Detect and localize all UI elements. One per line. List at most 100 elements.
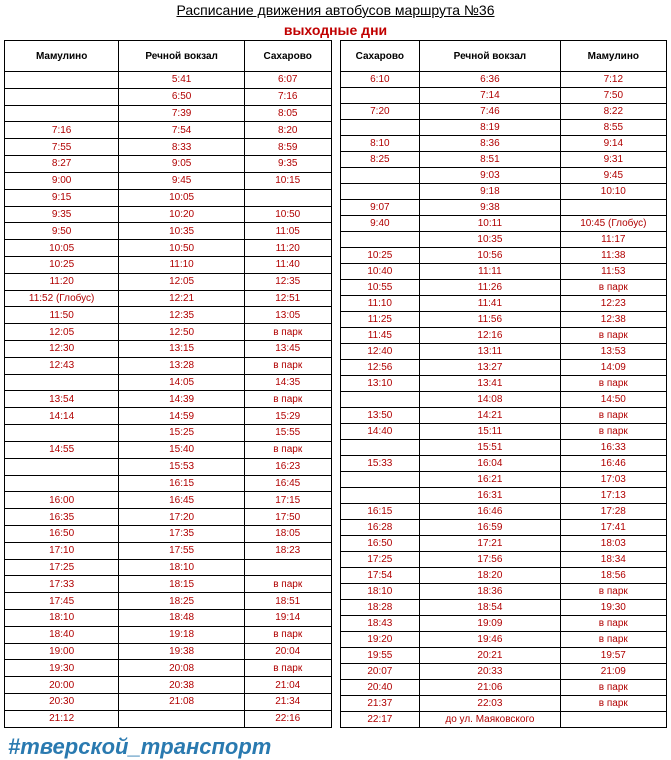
time-cell: 9:00 (5, 172, 119, 189)
time-cell: 17:56 (420, 552, 560, 568)
time-cell: 14:39 (119, 391, 245, 408)
time-cell: 10:05 (119, 189, 245, 206)
time-cell: 20:21 (420, 648, 560, 664)
time-cell: 9:07 (340, 200, 420, 216)
time-cell: до ул. Маяковского (420, 712, 560, 728)
time-cell: 10:25 (5, 256, 119, 273)
time-cell: 10:45 (Глобус) (560, 216, 666, 232)
time-cell: 18:05 (244, 525, 331, 542)
table-row: 12:4013:1113:53 (340, 344, 667, 360)
table-row: 9:1510:05 (5, 189, 332, 206)
time-cell: 19:38 (119, 643, 245, 660)
time-cell: 8:51 (420, 152, 560, 168)
time-cell (5, 425, 119, 442)
time-cell: 17:25 (340, 552, 420, 568)
time-cell: 11:05 (244, 223, 331, 240)
time-cell: 13:05 (244, 307, 331, 324)
table-row: 19:3020:08в парк (5, 660, 332, 677)
time-cell: в парк (244, 626, 331, 643)
table-row: 11:2012:0512:35 (5, 273, 332, 290)
time-cell: в парк (244, 391, 331, 408)
time-cell: 11:38 (560, 248, 666, 264)
table-row: 13:5414:39в парк (5, 391, 332, 408)
time-cell: 7:16 (5, 122, 119, 139)
time-cell: 19:18 (119, 626, 245, 643)
time-cell: 16:45 (244, 475, 331, 492)
table-row: 5:416:07 (5, 72, 332, 89)
time-cell: 11:10 (340, 296, 420, 312)
column-header: Сахарово (340, 41, 420, 72)
time-cell: 8:55 (560, 120, 666, 136)
time-cell: 14:08 (420, 392, 560, 408)
table-row: 14:4015:11в парк (340, 424, 667, 440)
time-cell: 16:15 (119, 475, 245, 492)
table-row: 10:5511:26в парк (340, 280, 667, 296)
time-cell: 11:17 (560, 232, 666, 248)
table-row: 14:0514:35 (5, 374, 332, 391)
time-cell: 9:35 (5, 206, 119, 223)
time-cell: 12:05 (119, 273, 245, 290)
time-cell: 21:04 (244, 677, 331, 694)
time-cell: 9:40 (340, 216, 420, 232)
time-cell (119, 710, 245, 727)
time-cell (340, 168, 420, 184)
time-cell: 15:51 (420, 440, 560, 456)
time-cell (5, 475, 119, 492)
time-cell: 14:55 (5, 441, 119, 458)
time-cell: 19:46 (420, 632, 560, 648)
time-cell (340, 88, 420, 104)
table-row: 17:4518:2518:51 (5, 593, 332, 610)
time-cell: 13:41 (420, 376, 560, 392)
time-cell: 6:07 (244, 72, 331, 89)
table-row: 21:1222:16 (5, 710, 332, 727)
time-cell: 10:15 (244, 172, 331, 189)
table-row: 22:17до ул. Маяковского (340, 712, 667, 728)
time-cell: 19:30 (560, 600, 666, 616)
time-cell (340, 488, 420, 504)
time-cell: 18:15 (119, 576, 245, 593)
time-cell (244, 559, 331, 576)
time-cell: 12:35 (244, 273, 331, 290)
table-row: 17:2517:5618:34 (340, 552, 667, 568)
time-cell (340, 472, 420, 488)
page-subtitle: выходные дни (0, 22, 671, 40)
table-row: 9:4010:1110:45 (Глобус) (340, 216, 667, 232)
time-cell (560, 712, 666, 728)
time-cell: в парк (560, 376, 666, 392)
time-cell: 17:03 (560, 472, 666, 488)
table-row: 16:3117:13 (340, 488, 667, 504)
table-row: 8:279:059:35 (5, 156, 332, 173)
time-cell: 10:56 (420, 248, 560, 264)
time-cell: 15:25 (119, 425, 245, 442)
time-cell: 16:46 (420, 504, 560, 520)
time-cell: 18:28 (340, 600, 420, 616)
table-row: 16:5017:3518:05 (5, 525, 332, 542)
time-cell: 14:05 (119, 374, 245, 391)
time-cell: 10:25 (340, 248, 420, 264)
table-row: 9:009:4510:15 (5, 172, 332, 189)
schedule-table-right: СахаровоРечной вокзалМамулино6:106:367:1… (340, 40, 668, 728)
time-cell: 12:05 (5, 324, 119, 341)
table-row: 13:1013:41в парк (340, 376, 667, 392)
table-row: 16:5017:2118:03 (340, 536, 667, 552)
time-cell: 8:10 (340, 136, 420, 152)
time-cell: 15:33 (340, 456, 420, 472)
time-cell: 13:50 (340, 408, 420, 424)
table-row: 13:5014:21в парк (340, 408, 667, 424)
table-row: 6:507:16 (5, 88, 332, 105)
time-cell: в парк (244, 324, 331, 341)
time-cell: 18:10 (5, 610, 119, 627)
time-cell: 20:08 (119, 660, 245, 677)
time-cell: 16:28 (340, 520, 420, 536)
time-cell: 8:27 (5, 156, 119, 173)
time-cell: 15:53 (119, 458, 245, 475)
time-cell: 17:33 (5, 576, 119, 593)
time-cell: 18:25 (119, 593, 245, 610)
time-cell: 18:23 (244, 542, 331, 559)
table-row: 21:3722:03в парк (340, 696, 667, 712)
time-cell (5, 88, 119, 105)
time-cell: 18:54 (420, 600, 560, 616)
time-cell: 15:55 (244, 425, 331, 442)
time-cell: 17:10 (5, 542, 119, 559)
time-cell: 16:35 (5, 509, 119, 526)
